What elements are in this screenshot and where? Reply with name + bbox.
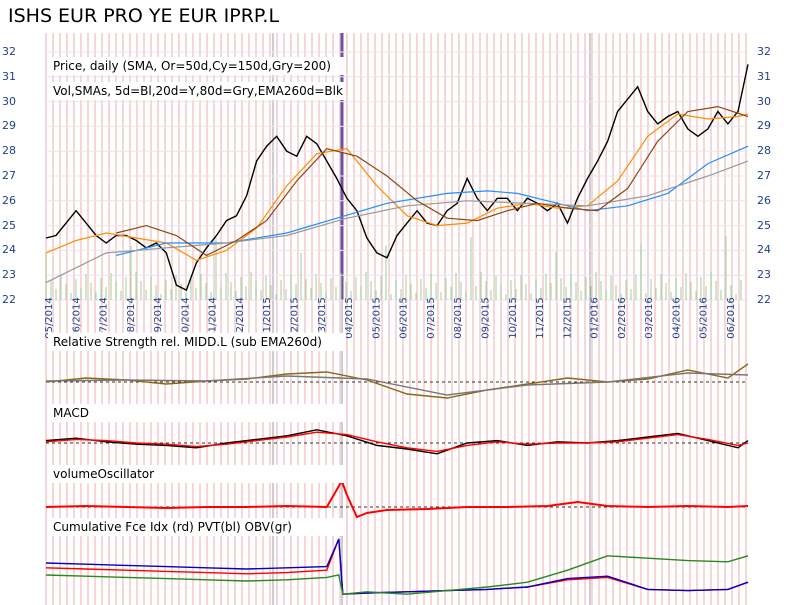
x-tick-label: 05/2015: [371, 297, 382, 339]
y-tick-label: 28: [2, 144, 16, 158]
x-tick-label: 04/2016: [671, 297, 682, 339]
price-series-sma200: [45, 160, 749, 284]
x-tick-label: 10/2014: [180, 297, 191, 339]
chart-title: ISHS EUR PRO YE EUR IPRP.L: [0, 0, 497, 33]
x-tick-label: 04/2015: [344, 297, 355, 339]
y-tick-label: 32: [757, 45, 771, 58]
y-tick-label: 22: [2, 293, 16, 306]
price-series-sma150: [116, 145, 749, 256]
vo-series-vo: [45, 478, 749, 519]
x-tick-label: 01/2015: [262, 297, 273, 339]
price-series-price: [45, 64, 749, 292]
cum-series-obv: [45, 555, 749, 595]
x-tick-label: 03/2016: [644, 297, 655, 339]
y-tick-label: 30: [2, 94, 16, 108]
x-tick-label: 02/2015: [290, 297, 301, 339]
y-tick-label: 25: [757, 218, 771, 232]
y-tick-label: 24: [2, 243, 16, 257]
volume-bars: [45, 236, 742, 300]
x-tick-label: 03/2015: [317, 297, 328, 339]
rs-series-rs: [45, 363, 749, 399]
y-tick-label: 25: [2, 218, 16, 232]
x-tick-label: 09/2015: [480, 297, 491, 339]
x-tick-label: 06/2016: [726, 297, 737, 339]
series-lines: [45, 64, 749, 595]
x-tick-label: 09/2014: [153, 297, 164, 339]
x-tick-label: 10/2015: [508, 297, 519, 339]
cum-panel-label: Cumulative Fce Idx (rd) PVT(bl) OBV(gr): [48, 518, 346, 536]
vo-panel-label: volumeOscillator: [48, 465, 346, 483]
macd-series-macd: [45, 429, 749, 455]
price-panel-label: Price, daily (SMA, Or=50d,Cy=150d,Gry=20…: [48, 57, 346, 75]
y-tick-label: 22: [757, 293, 771, 306]
y-tick-label: 23: [757, 268, 771, 282]
y-tick-label: 23: [2, 268, 16, 282]
y-tick-label: 24: [757, 243, 771, 257]
x-tick-label: 11/2014: [208, 297, 219, 339]
x-tick-label: 07/2015: [426, 297, 437, 339]
price-series-sma_brown: [116, 105, 749, 257]
rs-panel-label: Relative Strength rel. MIDD.L (sub EMA26…: [48, 333, 346, 351]
x-tick-label: 06/2015: [399, 297, 410, 339]
x-tick-label: 12/2015: [562, 297, 573, 339]
x-tick-label: 11/2015: [535, 297, 546, 339]
rs-series-rs_avg: [45, 372, 749, 396]
background-stripes: [45, 33, 747, 605]
y-tick-label: 29: [2, 119, 16, 133]
y-tick-label: 27: [757, 169, 771, 182]
x-tick-label: 12/2014: [235, 297, 246, 339]
macd-series-signal: [45, 431, 749, 453]
y-tick-label: 26: [2, 193, 16, 207]
y-tick-label: 31: [757, 69, 771, 83]
x-tick-label: 05/2014: [44, 297, 55, 339]
y-tick-label: 29: [757, 119, 771, 133]
y-tick-label: 32: [2, 45, 16, 58]
x-tick-labels: 05/2014 06/2014 07/2014 08/2014 09/2014 10/20…: [44, 297, 737, 339]
y-tick-label: 30: [757, 94, 771, 108]
grid-lines: [46, 51, 748, 301]
y-tick-label: 27: [2, 169, 16, 182]
x-tick-label: 08/2014: [126, 297, 137, 339]
x-tick-label: 02/2016: [617, 297, 628, 339]
y-tick-label: 31: [2, 69, 16, 83]
volume-panel-label: Vol,SMAs, 5d=Bl,20d=Y,80d=Gry,EMA260d=Bl…: [48, 82, 346, 100]
y-tick-label: 28: [757, 144, 771, 158]
y-tick-label: 26: [757, 193, 771, 207]
x-tick-label: 06/2014: [71, 297, 82, 339]
macd-panel-label: MACD: [48, 404, 346, 422]
x-tick-label: 07/2014: [99, 297, 110, 339]
x-tick-label: 08/2015: [453, 297, 464, 339]
cum-series-pvt: [45, 538, 749, 595]
x-tick-label: 05/2016: [699, 297, 710, 339]
x-tick-label: 01/2016: [590, 297, 601, 339]
